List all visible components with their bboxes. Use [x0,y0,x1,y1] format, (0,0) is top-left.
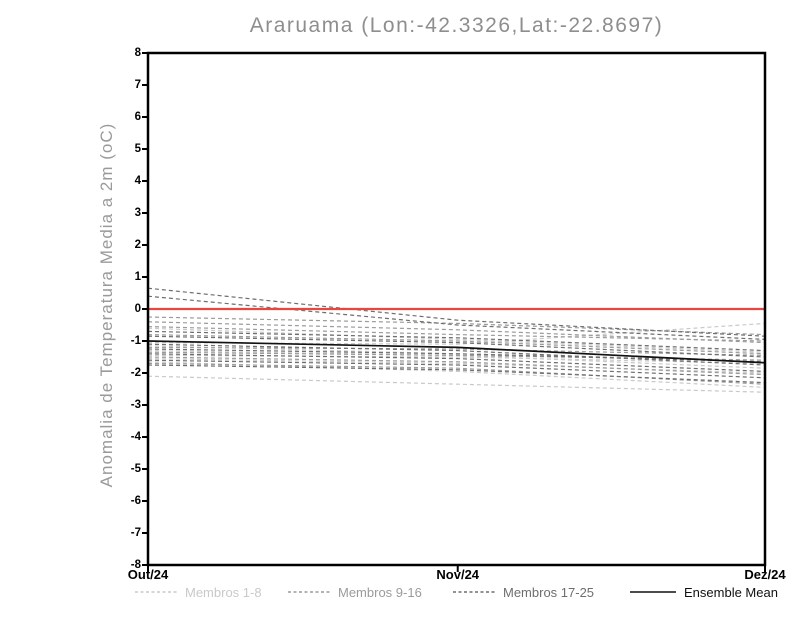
legend-line-sample [135,591,177,593]
ensemble-mean-line [147,340,766,364]
y-tick-label: 3 [134,207,141,219]
x-tick-label-out-24: Out/24 [127,567,169,582]
member-line-g3-4 [147,335,766,358]
legend-item-ensemble-mean: Ensemble Mean [630,584,778,600]
y-tick-label: 0 [134,303,141,315]
legend-label: Membros 9-16 [338,584,422,600]
legend-line-sample [453,591,495,593]
member-line-g3-1 [147,287,766,337]
y-tick-label: -2 [130,367,141,379]
y-tick-label: 2 [134,239,141,251]
plot-canvas [142,51,767,572]
member-line-g2-5 [147,356,766,376]
y-tick-label: -6 [130,495,141,507]
y-tick-label: 4 [134,175,141,187]
y-tick-label: -5 [130,463,141,475]
y-tick-label: -1 [130,335,141,347]
y-tick-label: -4 [130,431,141,443]
member-line-g3-9 [147,348,766,363]
y-tick-label: 7 [134,79,141,91]
member-line-g3-8 [147,364,766,384]
member-line-g3-7 [147,359,766,379]
member-line-g1-3 [147,375,766,393]
legend-item-membros-17-25: Membros 17-25 [453,584,594,600]
y-tick-label: -8 [130,559,141,571]
chart-title: Araruama (Lon:-42.3326,Lat:-22.8697) [249,14,664,37]
legend-label: Membros 1-8 [185,584,262,600]
y-tick-label: 6 [134,111,141,123]
legend-label: Ensemble Mean [684,584,778,600]
x-tick-label-nov-24: Nov/24 [436,567,480,582]
member-line-g1-4 [147,361,766,388]
y-tick-label: -3 [130,399,141,411]
y-tick-label: 5 [134,143,141,155]
x-tick-label-dez-24: Dez/24 [744,567,786,582]
member-line-g2-7 [147,346,766,356]
member-line-g1-5 [147,327,766,353]
member-line-g3-5 [147,343,766,366]
y-tick-label: -7 [130,527,141,539]
legend-item-membros-1-8: Membros 1-8 [135,584,262,600]
member-line-g3-6 [147,353,766,372]
member-line-g2-1 [147,316,766,336]
legend-label: Membros 17-25 [503,584,595,600]
member-line-g2-3 [147,334,766,355]
y-tick-label: 8 [134,47,141,59]
legend-line-sample [288,591,330,593]
legend-line-sample [630,591,676,593]
member-line-g1-8 [147,322,766,345]
member-line-g3-3 [147,330,766,352]
y-tick-label: 1 [134,271,141,283]
legend-item-membros-9-16: Membros 9-16 [288,584,422,600]
member-line-g3-2 [147,295,766,340]
member-line-g2-8 [147,326,766,342]
member-line-g1-7 [147,354,766,364]
